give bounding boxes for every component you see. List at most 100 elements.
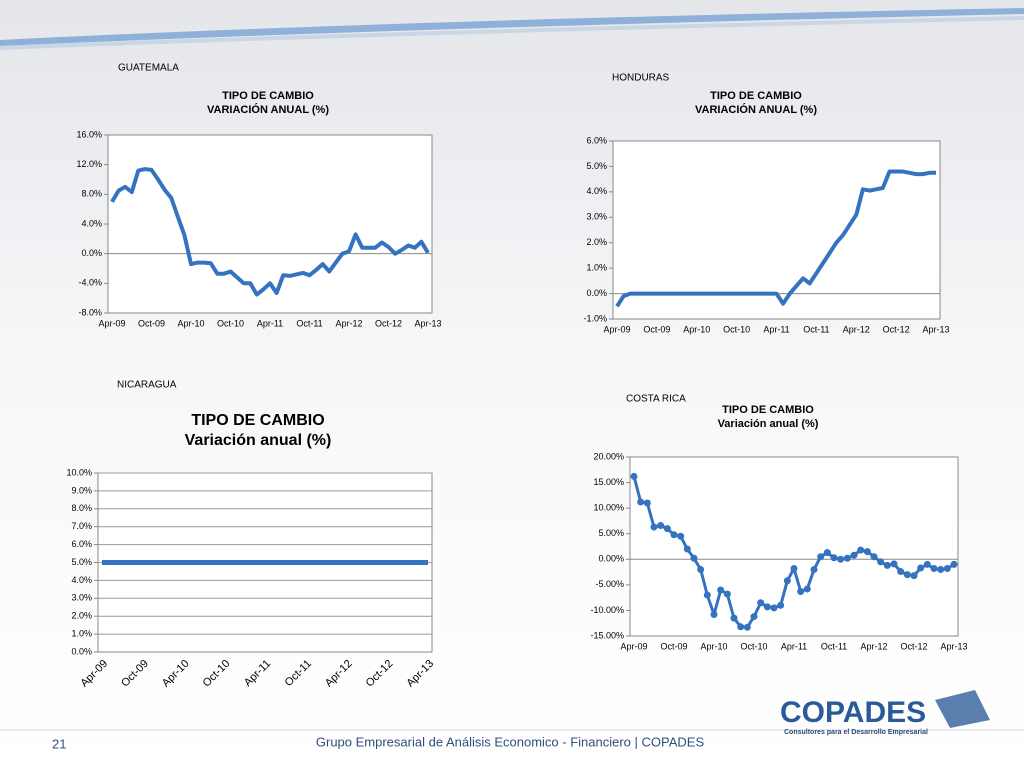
marker xyxy=(910,572,918,580)
x-tick-label: Oct-11 xyxy=(803,324,829,334)
marker xyxy=(717,586,725,594)
marker xyxy=(883,561,891,569)
x-tick-label: Oct-09 xyxy=(643,324,670,334)
y-tick-label: -8.0% xyxy=(78,307,102,317)
x-tick-label: Apr-13 xyxy=(922,324,949,334)
x-tick-label: Oct-12 xyxy=(900,641,927,651)
marker xyxy=(763,603,771,611)
series-line xyxy=(615,169,936,308)
x-tick-label: Apr-12 xyxy=(860,641,887,651)
x-tick-label: Apr-09 xyxy=(620,641,647,651)
y-tick-label: 4.0% xyxy=(71,575,92,585)
y-tick-label: -10.00% xyxy=(590,605,624,615)
marker xyxy=(670,531,678,539)
y-tick-label: 0.0% xyxy=(81,248,102,258)
x-tick-label: Apr-10 xyxy=(700,641,727,651)
marker xyxy=(730,614,738,622)
marker xyxy=(930,564,938,572)
swoosh xyxy=(0,8,1024,46)
x-tick-label: Oct-12 xyxy=(375,318,402,328)
marker xyxy=(803,585,811,593)
y-tick-label: 5.00% xyxy=(598,528,624,538)
x-tick-label: Oct-11 xyxy=(821,641,847,651)
plot-area xyxy=(612,140,941,320)
y-tick-label: 20.00% xyxy=(593,451,624,461)
y-tick-label: 5.0% xyxy=(586,161,607,171)
marker xyxy=(903,571,911,579)
y-tick-label: 8.0% xyxy=(71,503,92,513)
logo-tagline: Consultores para el Desarrollo Empresari… xyxy=(784,729,928,736)
y-tick-label: 15.00% xyxy=(593,477,624,487)
marker xyxy=(830,554,838,562)
logo: COPADES Consultores para el Desarrollo E… xyxy=(780,690,990,736)
chart-subtitle: VARIACIÓN ANUAL (%) xyxy=(207,103,329,116)
marker xyxy=(810,566,818,574)
series-line xyxy=(110,167,430,297)
y-tick-label: -4.0% xyxy=(78,278,102,288)
y-tick-label: 7.0% xyxy=(71,521,92,531)
marker xyxy=(843,554,851,562)
logo-text: COPADES xyxy=(780,696,926,729)
chart-heading: HONDURAS xyxy=(612,73,670,84)
chart-subtitle: Variación anual (%) xyxy=(185,432,332,449)
x-tick-label: Apr-11 xyxy=(257,318,283,328)
marker xyxy=(797,588,805,596)
y-tick-label: 12.0% xyxy=(76,159,102,169)
marker xyxy=(917,564,925,572)
marker xyxy=(630,472,638,480)
marker xyxy=(923,560,931,568)
y-tick-label: 8.0% xyxy=(81,189,102,199)
marker xyxy=(870,553,878,561)
footer: Grupo Empresarial de Análisis Economico … xyxy=(316,734,705,749)
marker xyxy=(823,549,831,557)
y-tick-label: 6.0% xyxy=(71,539,92,549)
x-tick-label: Oct-11 xyxy=(296,318,322,328)
chart-subtitle: VARIACIÓN ANUAL (%) xyxy=(695,103,817,116)
marker xyxy=(770,604,778,612)
marker xyxy=(850,551,858,559)
marker xyxy=(637,498,645,506)
marker xyxy=(703,591,711,599)
marker xyxy=(837,555,845,563)
x-tick-label: Apr-09 xyxy=(98,318,125,328)
plot-area xyxy=(629,456,959,637)
x-tick-label: Apr-12 xyxy=(335,318,362,328)
y-tick-label: 4.0% xyxy=(586,186,607,196)
marker xyxy=(863,548,871,556)
marker xyxy=(890,560,898,568)
marker xyxy=(943,564,951,572)
x-tick-label: Apr-11 xyxy=(763,324,789,334)
chart-heading: NICARAGUA xyxy=(117,380,177,391)
marker xyxy=(937,566,945,574)
x-tick-label: Oct-09 xyxy=(138,318,165,328)
chart-title: TIPO DE CAMBIO xyxy=(191,412,324,429)
marker xyxy=(897,568,905,576)
marker xyxy=(750,613,758,621)
y-tick-label: 0.0% xyxy=(71,646,92,656)
y-tick-label: 2.0% xyxy=(586,237,607,247)
x-tick-label: Apr-09 xyxy=(603,324,630,334)
marker xyxy=(690,554,698,562)
x-tick-label: Apr-10 xyxy=(177,318,204,328)
marker xyxy=(677,532,685,540)
marker xyxy=(657,522,665,530)
y-tick-label: 1.0% xyxy=(71,628,92,638)
marker xyxy=(777,601,785,609)
y-tick-label: 3.0% xyxy=(586,212,607,222)
marker xyxy=(757,599,765,607)
x-tick-label: Apr-13 xyxy=(940,641,967,651)
marker xyxy=(643,499,651,507)
marker xyxy=(950,560,958,568)
y-tick-label: 3.0% xyxy=(71,593,92,603)
y-tick-label: -15.00% xyxy=(590,630,624,640)
y-tick-label: 2.0% xyxy=(71,611,92,621)
chart-title: TIPO DE CAMBIO xyxy=(722,404,814,416)
x-tick-label: Oct-10 xyxy=(740,641,767,651)
marker xyxy=(683,545,691,553)
chart-heading: COSTA RICA xyxy=(626,394,686,405)
marker xyxy=(783,577,791,585)
x-tick-label: Oct-12 xyxy=(883,324,910,334)
marker xyxy=(737,623,745,631)
